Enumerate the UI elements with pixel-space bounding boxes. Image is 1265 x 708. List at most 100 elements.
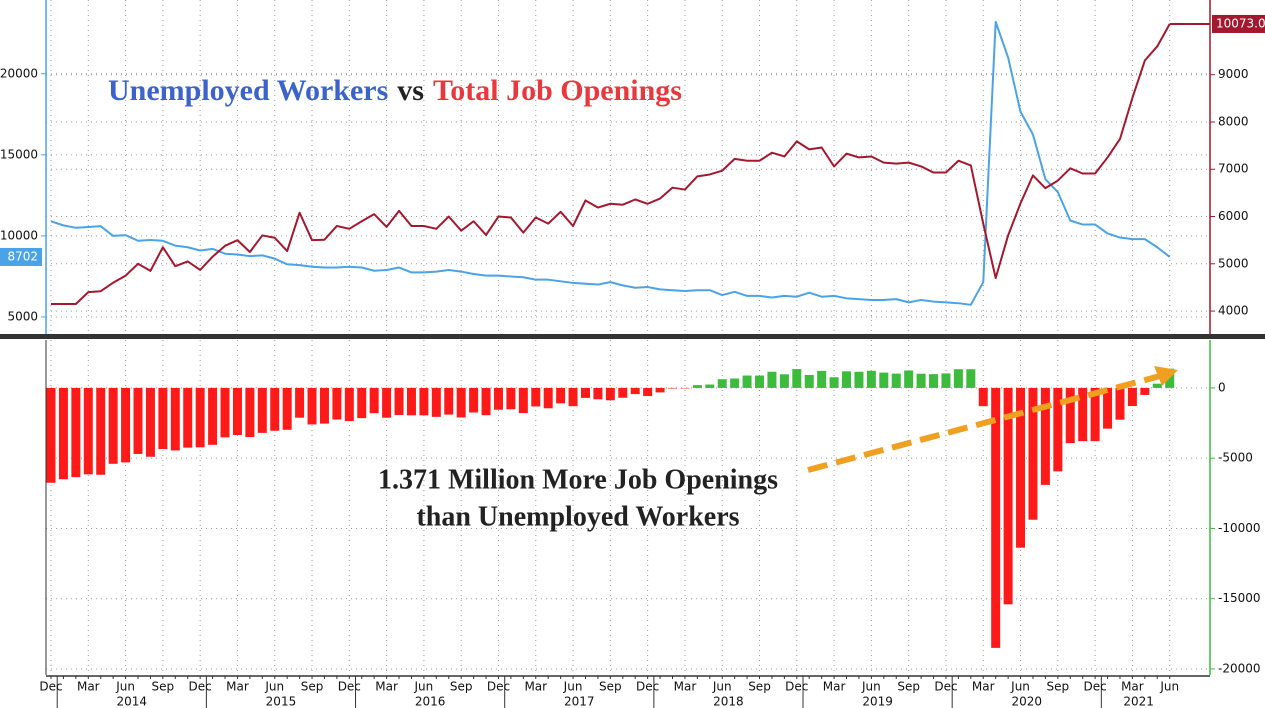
bar [295, 387, 305, 418]
bar [929, 374, 939, 388]
bar [568, 387, 578, 407]
bar [83, 387, 93, 475]
x-tick-label: Sep [599, 680, 622, 694]
bar [1040, 387, 1050, 485]
bar [208, 387, 218, 445]
y2-tick-label: 5000 [1218, 256, 1249, 270]
bar [46, 387, 56, 483]
bar [531, 387, 541, 407]
bar [1140, 387, 1150, 395]
x-tick-label: Jun [414, 680, 434, 694]
x-tick-label: Jun [861, 680, 881, 694]
y-tick-label: 0 [1218, 380, 1226, 394]
bar [1065, 387, 1075, 444]
x-tick-label: Mar [823, 680, 846, 694]
bar [966, 369, 976, 388]
bar [854, 371, 864, 388]
bar [1003, 387, 1013, 605]
bar [195, 387, 205, 448]
year-label: 2019 [862, 695, 893, 708]
x-tick-label: Sep [152, 680, 175, 694]
bar [916, 373, 926, 388]
bar [1028, 387, 1038, 520]
bar [158, 387, 168, 450]
bar [344, 387, 354, 422]
x-tick-label: Mar [226, 680, 249, 694]
bar [742, 375, 752, 388]
bar [866, 370, 876, 388]
bar [804, 374, 814, 388]
last-value-box [1212, 14, 1265, 33]
bar [469, 387, 479, 413]
bar [307, 387, 317, 425]
bar [668, 387, 677, 389]
bar [145, 387, 155, 457]
x-tick-label: Dec [338, 680, 361, 694]
bar [580, 387, 590, 398]
x-tick-label: Sep [301, 680, 324, 694]
year-label: 2021 [1123, 695, 1154, 708]
year-label: 2016 [415, 695, 446, 708]
bar [431, 387, 441, 417]
y-tick-label: -5000 [1218, 451, 1253, 465]
bar [891, 373, 901, 388]
last-value-label: 8702 [7, 249, 38, 263]
y2-tick-label: 6000 [1218, 209, 1249, 223]
bar [978, 387, 988, 407]
year-label: 2020 [1011, 695, 1042, 708]
y-tick-label: -10000 [1218, 521, 1261, 535]
series-line [51, 23, 1171, 305]
x-tick-label: Sep [1047, 680, 1070, 694]
text-layer: 5000 10000 15000 20000 4000 5000 6000 7000 8000 9… [0, 16, 1265, 708]
bar [270, 387, 280, 431]
y-tick-label: 5000 [7, 309, 38, 323]
bar [493, 387, 503, 410]
title-part: Unemployed Workers [108, 74, 388, 107]
bar [593, 387, 603, 400]
x-tick-label: Dec [487, 680, 510, 694]
year-label: 2015 [266, 695, 297, 708]
x-tick-label: Dec [785, 680, 808, 694]
bar [1078, 387, 1088, 442]
x-tick-label: Dec [1084, 680, 1107, 694]
annotation-arrowhead [1154, 366, 1178, 386]
x-tick-label: Mar [77, 680, 100, 694]
x-tick-label: Dec [189, 680, 212, 694]
x-tick-label: Jun [1010, 680, 1030, 694]
bar [1016, 387, 1026, 548]
bar [618, 387, 628, 398]
bar [556, 387, 566, 404]
x-tick-label: Jun [264, 680, 284, 694]
x-tick-label: Sep [450, 680, 473, 694]
bar [655, 387, 665, 393]
bar [394, 387, 404, 416]
year-label: 2014 [117, 695, 148, 708]
bar [121, 387, 131, 463]
bar [767, 371, 777, 388]
bar [108, 387, 118, 464]
x-tick-label: Jun [1159, 680, 1179, 694]
x-tick-label: Mar [674, 680, 697, 694]
bar [829, 377, 839, 388]
bar [630, 387, 640, 395]
x-tick-label: Dec [636, 680, 659, 694]
bar [282, 387, 292, 430]
bar [755, 375, 765, 388]
bar [991, 387, 1001, 648]
bar [481, 387, 491, 416]
bar [332, 387, 342, 420]
bar [817, 370, 827, 388]
title-part: Total Job Openings [433, 74, 682, 107]
bar [1090, 387, 1100, 442]
y-tick-label: 20000 [0, 66, 38, 80]
year-label: 2017 [564, 695, 595, 708]
annotation: than Unemployed Workers [416, 501, 739, 532]
bar [170, 387, 180, 451]
bar [133, 387, 143, 454]
x-tick-label: Mar [524, 680, 547, 694]
bar [953, 369, 963, 388]
bar [1103, 387, 1113, 429]
bar [717, 379, 727, 388]
